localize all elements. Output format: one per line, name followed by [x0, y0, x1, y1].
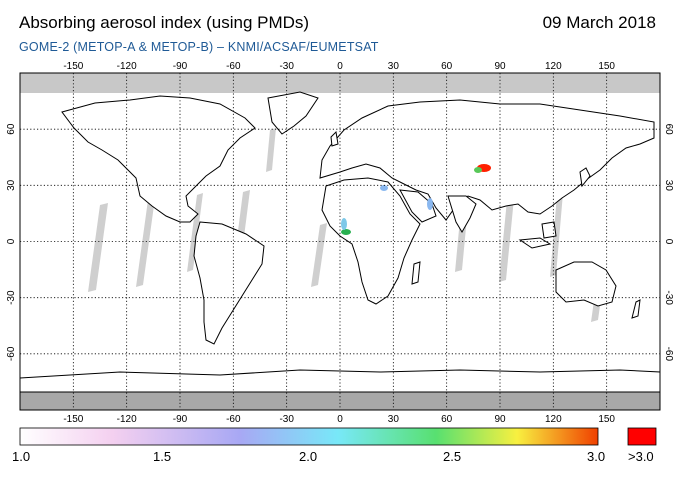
lon-tick-label-bottom: 120 [545, 414, 562, 425]
lat-ticks-right: 60 30 0 -30 -60 [663, 124, 674, 362]
colorbar-label-2-0: 2.0 [299, 449, 318, 464]
lon-ticks-bottom: -150 -120 -90 -60 -30 0 30 60 90 120 150 [63, 414, 615, 425]
lon-tick-label-top: 0 [337, 61, 343, 72]
lat-tick-label-right: -30 [663, 290, 674, 305]
lon-tick-label-bottom: -60 [226, 414, 241, 425]
new-zealand [631, 299, 641, 319]
continents [19, 91, 661, 393]
lon-tick-label-bottom: -120 [117, 414, 137, 425]
lat-tick-label-left: 30 [6, 179, 17, 191]
map-border [19, 72, 661, 411]
hotspot-sahara [341, 218, 347, 230]
lon-tick-label-bottom: 30 [388, 414, 400, 425]
lon-tick-label-top: 90 [494, 61, 506, 72]
lon-tick-label-bottom: -90 [173, 414, 188, 425]
lon-ticks-top: -150 -120 -90 -60 -30 0 30 60 90 120 150 [63, 61, 615, 72]
lon-tick-label-bottom: 60 [441, 414, 453, 425]
graticule [20, 73, 660, 410]
lon-tick-label-top: -90 [173, 61, 188, 72]
british-isles [330, 130, 339, 147]
hotspot-west-africa [341, 229, 351, 235]
colorbar-label-2-5: 2.5 [443, 449, 462, 464]
lon-tick-label-bottom: -30 [279, 414, 294, 425]
lon-tick-label-top: 150 [598, 61, 615, 72]
south-america [193, 221, 265, 345]
lat-tick-label-right: 60 [663, 124, 674, 136]
map-title: Absorbing aerosol index (using PMDs) [19, 13, 310, 32]
lon-tick-label-top: -60 [226, 61, 241, 72]
hotspot-egypt [380, 185, 388, 191]
lat-tick-label-left: 60 [6, 123, 17, 135]
hotspot-arabia [427, 198, 433, 210]
lon-tick-label-bottom: -150 [63, 414, 83, 425]
greenland [267, 91, 319, 135]
australia [555, 261, 617, 307]
lon-tick-label-top: -150 [63, 61, 83, 72]
colorbar-gradient [19, 427, 599, 446]
lat-tick-label-left: 0 [6, 238, 17, 244]
aerosol-hotspots [341, 164, 491, 235]
africa [321, 177, 421, 305]
colorbar-overflow-box [627, 427, 657, 446]
colorbar-label-overflow: >3.0 [628, 449, 654, 464]
lat-tick-label-left: -60 [6, 346, 17, 361]
colorbar-label-1-0: 1.0 [12, 449, 31, 464]
lon-tick-label-top: -30 [279, 61, 294, 72]
colorbar-label-1-5: 1.5 [153, 449, 172, 464]
hotspot-central-asia-edge [474, 167, 482, 173]
lon-tick-label-top: -120 [117, 61, 137, 72]
lat-tick-label-left: -30 [6, 290, 17, 305]
north-no-data-band [20, 73, 660, 93]
lat-ticks-left: 60 30 0 -30 -60 [6, 123, 17, 361]
arabian-peninsula [399, 189, 437, 223]
lon-tick-label-top: 30 [388, 61, 400, 72]
swath-gaps [88, 128, 605, 322]
lat-tick-label-right: -60 [663, 347, 674, 362]
lon-tick-label-top: 120 [545, 61, 562, 72]
map-date: 09 March 2018 [542, 13, 656, 32]
lon-tick-label-top: 60 [441, 61, 453, 72]
borneo [541, 221, 557, 239]
lon-tick-label-bottom: 0 [337, 414, 343, 425]
lat-tick-label-right: 0 [663, 239, 674, 245]
india [447, 195, 477, 233]
japan [579, 167, 591, 188]
madagascar [411, 261, 421, 285]
colorbar-label-3-0: 3.0 [587, 449, 606, 464]
map-subtitle: GOME-2 (METOP-A & METOP-B) – KNMI/ACSAF/… [19, 40, 379, 54]
north-america [61, 95, 256, 223]
lon-tick-label-bottom: 150 [598, 414, 615, 425]
lon-tick-label-bottom: 90 [494, 414, 506, 425]
lat-tick-label-right: 30 [663, 180, 674, 192]
indonesia [518, 237, 552, 249]
